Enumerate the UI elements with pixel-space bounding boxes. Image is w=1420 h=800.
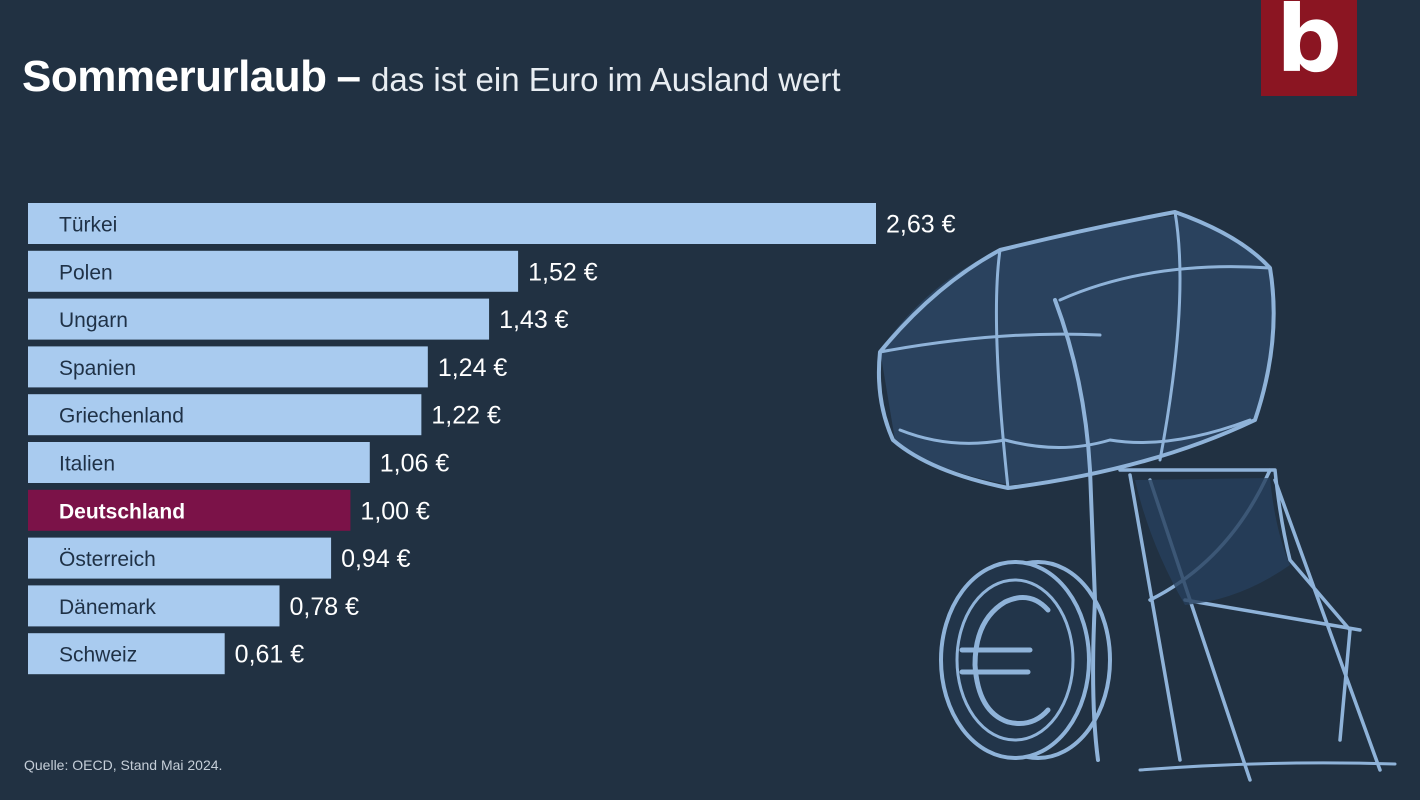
value-label-ungarn: 1,43 € [499, 306, 569, 334]
value-label-danemark: 0,78 € [289, 593, 359, 621]
umbrella-rib-3 [878, 332, 1102, 354]
title-dash: – [336, 52, 361, 101]
title-main: Sommerurlaub [22, 52, 327, 101]
umbrella-canopy-shade [880, 215, 1274, 485]
category-label-osterreich: Österreich [59, 548, 156, 571]
value-label-griechenland: 1,22 € [431, 402, 501, 430]
sand-line [1138, 761, 1397, 772]
brand-logo: b [1261, 0, 1357, 96]
umbrella-canopy [876, 210, 1276, 490]
umbrella-rib-2 [1158, 210, 1182, 462]
bar-deutschland [28, 489, 351, 531]
bar-ungarn [28, 298, 490, 340]
value-label-schweiz: 0,61 € [235, 641, 305, 669]
deckchair-fabric [1135, 478, 1290, 605]
bar-turkei [28, 203, 876, 244]
value-label-polen: 1,52 € [528, 258, 598, 286]
euro-coin-inner [955, 578, 1075, 742]
umbrella-scallop [898, 418, 1252, 449]
bar-polen [28, 250, 519, 292]
bar-spanien [28, 346, 428, 388]
category-label-griechenland: Griechenland [59, 405, 184, 428]
category-label-italien: Italien [59, 453, 115, 476]
category-label-spanien: Spanien [59, 357, 136, 380]
euro-sign-icon [959, 595, 1051, 726]
value-label-italien: 1,06 € [380, 450, 450, 478]
bar-schweiz [28, 633, 225, 675]
category-label-deutschland: Deutschland [59, 500, 185, 523]
value-label-turkei: 2,63 € [886, 211, 956, 239]
value-label-osterreich: 0,94 € [341, 545, 411, 573]
chart-title: Sommerurlaub – das ist ein Euro im Ausland… [22, 52, 841, 102]
bar-griechenland [28, 394, 422, 436]
deckchair-frame [1118, 468, 1382, 782]
umbrella-pole [1053, 298, 1100, 762]
bar-italien [28, 442, 370, 483]
bar-danemark [28, 585, 280, 627]
category-label-turkei: Türkei [59, 214, 117, 237]
value-label-spanien: 1,24 € [438, 354, 508, 382]
bar-series: Türkei 2,63 € Polen 1,52 € Ungarn 1,43 € Spani… [28, 203, 956, 675]
title-subtitle: das ist ein Euro im Ausland wert [371, 61, 841, 98]
umbrella-rib-1 [994, 248, 1010, 490]
beach-illustration [876, 210, 1397, 782]
category-label-schweiz: Schweiz [59, 644, 137, 667]
value-label-deutschland: 1,00 € [360, 497, 430, 525]
euro-coin [939, 560, 1091, 760]
category-label-ungarn: Ungarn [59, 309, 128, 332]
category-label-danemark: Dänemark [59, 596, 156, 619]
bar-osterreich [28, 537, 332, 579]
category-label-polen: Polen [59, 261, 113, 284]
source-note: Quelle: OECD, Stand Mai 2024. [24, 757, 223, 773]
umbrella-rib-4 [1058, 265, 1272, 302]
